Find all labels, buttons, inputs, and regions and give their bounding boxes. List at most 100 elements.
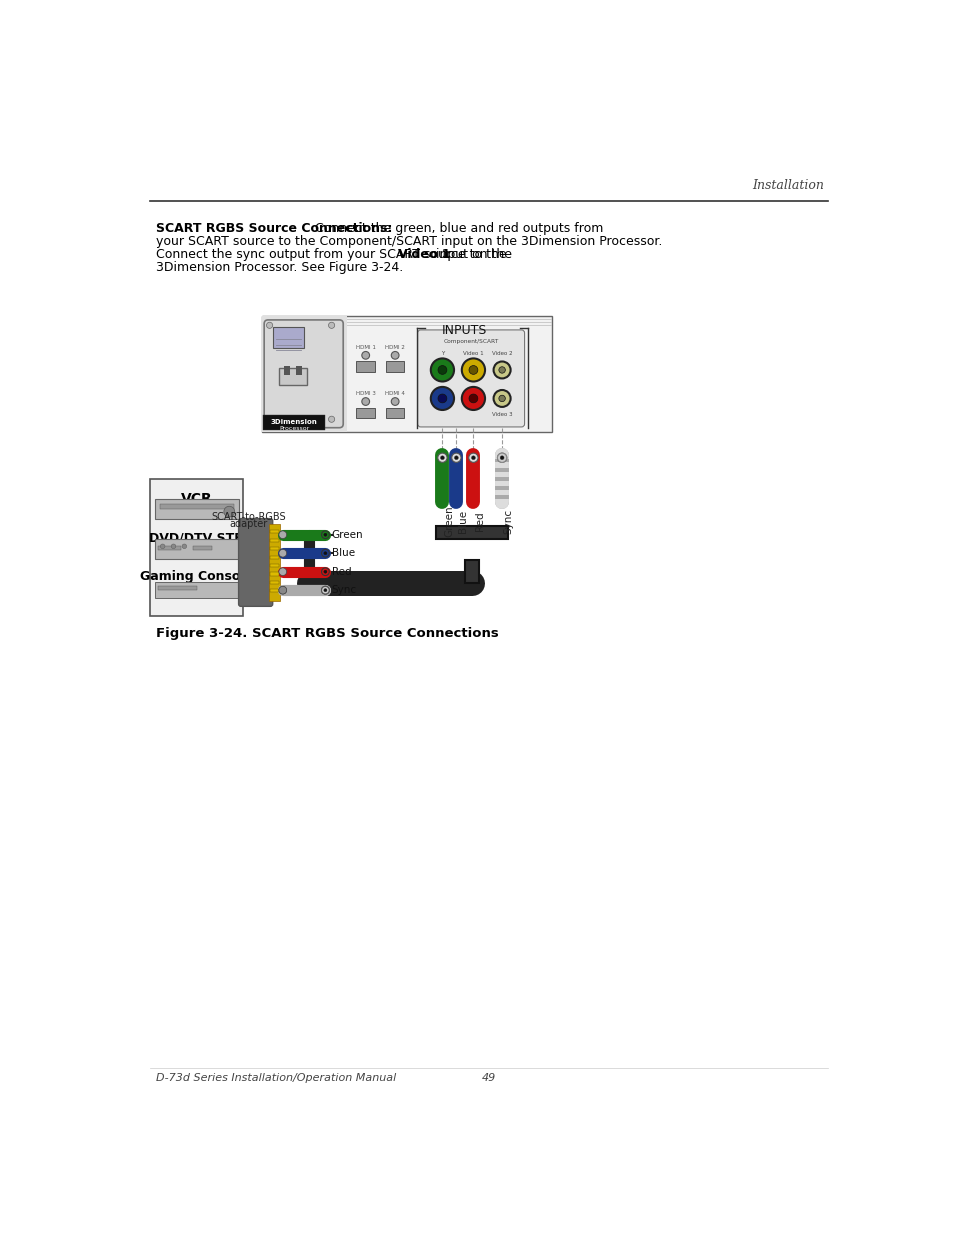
Circle shape bbox=[328, 416, 335, 422]
Text: Video 1: Video 1 bbox=[397, 248, 450, 262]
Bar bbox=[385, 408, 404, 419]
Circle shape bbox=[497, 453, 506, 462]
Text: SCART-to-RGBS: SCART-to-RGBS bbox=[212, 511, 286, 521]
Circle shape bbox=[361, 352, 369, 359]
Circle shape bbox=[468, 453, 477, 462]
Circle shape bbox=[440, 456, 444, 459]
Bar bbox=[295, 366, 302, 375]
Text: Y: Y bbox=[440, 352, 443, 357]
Bar bbox=[154, 583, 238, 598]
Bar bbox=[150, 479, 243, 616]
Text: SCART RGBS Source Connections:: SCART RGBS Source Connections: bbox=[156, 222, 393, 235]
Text: D-73d Series Installation/Operation Manual: D-73d Series Installation/Operation Manu… bbox=[156, 1073, 396, 1083]
Circle shape bbox=[469, 366, 477, 374]
Circle shape bbox=[321, 531, 329, 538]
Text: HDMI 1: HDMI 1 bbox=[355, 345, 375, 350]
FancyBboxPatch shape bbox=[417, 330, 524, 427]
Text: Video 1: Video 1 bbox=[462, 352, 483, 357]
Text: 3Dimension Processor. See Figure 3-24.: 3Dimension Processor. See Figure 3-24. bbox=[156, 262, 403, 274]
Circle shape bbox=[224, 506, 234, 517]
Circle shape bbox=[391, 398, 398, 405]
Circle shape bbox=[499, 456, 503, 459]
Circle shape bbox=[461, 358, 484, 382]
Circle shape bbox=[323, 589, 327, 592]
Circle shape bbox=[469, 394, 477, 403]
Circle shape bbox=[278, 587, 286, 594]
Text: HDMI 2: HDMI 2 bbox=[385, 345, 405, 350]
Bar bbox=[159, 504, 233, 509]
Circle shape bbox=[493, 362, 510, 378]
Circle shape bbox=[328, 322, 335, 329]
Bar bbox=[263, 415, 325, 430]
Bar bbox=[154, 499, 238, 520]
Bar bbox=[270, 573, 278, 576]
Circle shape bbox=[454, 456, 457, 459]
Circle shape bbox=[493, 390, 510, 406]
Text: Green: Green bbox=[443, 506, 454, 537]
Circle shape bbox=[278, 587, 286, 594]
Text: Connect the sync output from your SCART source to the: Connect the sync output from your SCART … bbox=[156, 248, 511, 262]
Circle shape bbox=[321, 587, 329, 594]
Text: HDMI 3: HDMI 3 bbox=[355, 390, 375, 395]
Text: adapter: adapter bbox=[230, 520, 268, 530]
Circle shape bbox=[437, 366, 446, 374]
Bar bbox=[356, 362, 375, 372]
Circle shape bbox=[498, 395, 505, 401]
Text: Installation: Installation bbox=[752, 179, 823, 191]
Text: Blue: Blue bbox=[332, 548, 355, 558]
Bar bbox=[158, 546, 181, 550]
Circle shape bbox=[471, 456, 475, 459]
Text: Red: Red bbox=[332, 567, 351, 577]
Bar bbox=[261, 316, 347, 431]
Text: your SCART source to the Component/SCART input on the 3Dimension Processor.: your SCART source to the Component/SCART… bbox=[156, 235, 662, 248]
Circle shape bbox=[437, 453, 447, 462]
Text: Sync: Sync bbox=[503, 509, 513, 535]
Circle shape bbox=[431, 387, 454, 410]
Text: DVD/DTV STB: DVD/DTV STB bbox=[150, 531, 244, 545]
Circle shape bbox=[323, 534, 327, 536]
Text: Video 3: Video 3 bbox=[492, 412, 512, 417]
Bar bbox=[270, 564, 278, 567]
Bar bbox=[270, 547, 278, 550]
FancyBboxPatch shape bbox=[238, 519, 273, 606]
Bar bbox=[158, 587, 196, 590]
Bar bbox=[270, 589, 278, 593]
Circle shape bbox=[323, 552, 327, 555]
Circle shape bbox=[452, 453, 460, 462]
Circle shape bbox=[321, 587, 329, 594]
Bar bbox=[283, 366, 290, 375]
Text: Green: Green bbox=[332, 530, 363, 540]
Circle shape bbox=[323, 571, 327, 573]
Circle shape bbox=[171, 543, 175, 548]
Text: Gaming Console: Gaming Console bbox=[140, 571, 253, 583]
Circle shape bbox=[278, 531, 286, 538]
Bar bbox=[278, 368, 307, 385]
Bar bbox=[385, 362, 404, 372]
Circle shape bbox=[266, 416, 273, 422]
Text: Connect the green, blue and red outputs from: Connect the green, blue and red outputs … bbox=[311, 222, 603, 235]
Circle shape bbox=[498, 367, 505, 373]
Circle shape bbox=[278, 568, 286, 576]
Text: Red: Red bbox=[475, 511, 484, 531]
FancyBboxPatch shape bbox=[264, 320, 343, 427]
Text: Component/SCART: Component/SCART bbox=[443, 340, 498, 345]
Text: Video 2: Video 2 bbox=[492, 352, 512, 357]
Bar bbox=[436, 526, 508, 540]
Circle shape bbox=[361, 398, 369, 405]
Bar bbox=[193, 546, 212, 550]
Circle shape bbox=[278, 550, 286, 557]
Text: Sync: Sync bbox=[332, 585, 356, 595]
Circle shape bbox=[391, 352, 398, 359]
Circle shape bbox=[160, 543, 165, 548]
Circle shape bbox=[461, 387, 484, 410]
Text: 49: 49 bbox=[481, 1073, 496, 1083]
Text: input on the: input on the bbox=[431, 248, 511, 262]
Bar bbox=[356, 408, 375, 419]
Bar bbox=[154, 540, 238, 559]
Bar bbox=[270, 580, 278, 584]
Text: Processor: Processor bbox=[279, 426, 309, 431]
Text: Figure 3-24. SCART RGBS Source Connections: Figure 3-24. SCART RGBS Source Connectio… bbox=[156, 627, 498, 640]
Text: 3Dimension: 3Dimension bbox=[271, 420, 317, 425]
Circle shape bbox=[182, 543, 187, 548]
Bar bbox=[273, 327, 303, 348]
